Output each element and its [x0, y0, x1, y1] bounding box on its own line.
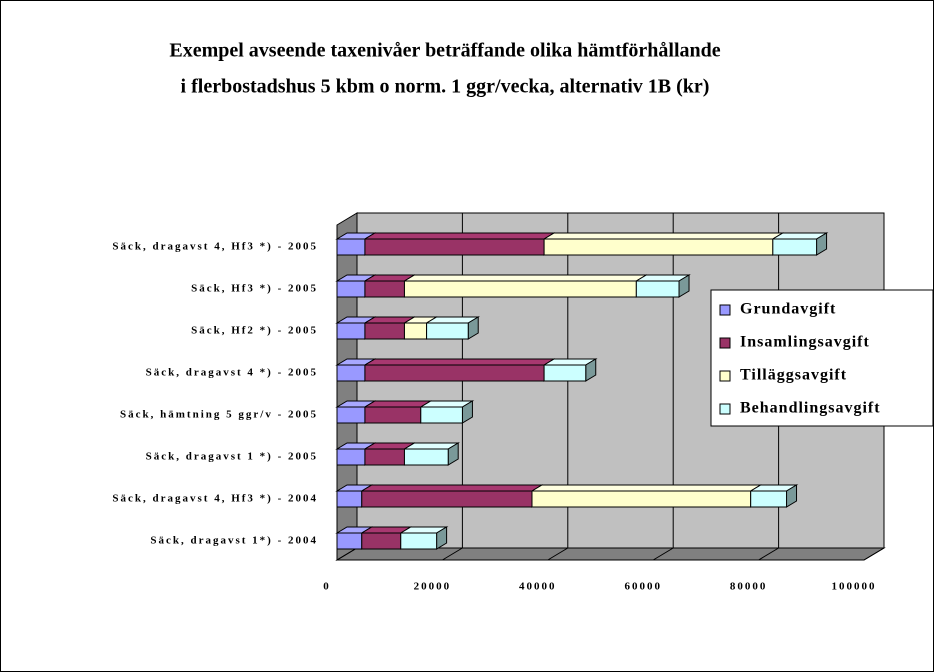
bar: [336, 238, 366, 256]
x-tick-label: 80000: [730, 581, 768, 593]
legend-label: Insamlingsavgift: [740, 334, 870, 351]
legend-swatch: [719, 403, 731, 415]
legend-swatch: [719, 304, 731, 316]
bar-top: [363, 232, 556, 240]
x-tick-label: 0: [323, 581, 331, 593]
category-label: Säck, dragavst 1 *) - 2005: [146, 451, 318, 463]
bar: [336, 490, 363, 508]
category-label: Säck, Hf2 *) - 2005: [191, 325, 318, 337]
floor-grid-line: [863, 547, 885, 561]
bar: [336, 280, 366, 298]
bar: [403, 280, 637, 298]
bar: [336, 532, 363, 550]
legend-label: Behandlingsavgift: [740, 400, 881, 417]
legend-swatch: [719, 370, 731, 382]
floor-grid-line: [758, 547, 779, 561]
floor: [335, 547, 886, 561]
bar: [364, 280, 405, 298]
bar: [531, 490, 752, 508]
floor-grid-line: [442, 547, 463, 561]
bar: [361, 532, 402, 550]
bar: [750, 490, 788, 508]
bar: [364, 406, 422, 424]
bar-top: [530, 484, 763, 492]
category-label: Säck, dragavst 4 *) - 2005: [146, 367, 318, 379]
side-wall: [336, 212, 358, 561]
x-tick-label: 20000: [414, 581, 452, 593]
bar: [364, 448, 405, 466]
floor-grid-line: [547, 547, 569, 561]
legend: [710, 289, 934, 427]
x-tick-label: 100000: [832, 581, 877, 593]
bar: [336, 448, 366, 466]
category-label: Säck, Hf3 *) - 2005: [191, 283, 318, 295]
bar: [543, 364, 587, 382]
bar: [336, 406, 366, 424]
bar-top: [363, 358, 556, 366]
category-label: Säck, dragavst 4, Hf3 *) - 2004: [112, 493, 318, 505]
chart-title: Exempel avseende taxenivåer beträffande …: [169, 40, 720, 62]
bar: [364, 322, 405, 340]
bar: [635, 280, 680, 298]
bar: [426, 322, 469, 340]
bar: [772, 238, 818, 256]
chart-title: i flerbostadshus 5 kbm o norm. 1 ggr/vec…: [181, 76, 710, 98]
bar: [336, 364, 366, 382]
bar: [336, 322, 366, 340]
category-label: Säck, dragavst 1*) - 2004: [150, 535, 318, 547]
x-tick-label: 60000: [624, 581, 662, 593]
bar: [361, 490, 533, 508]
bar: [364, 238, 545, 256]
legend-swatch: [719, 337, 731, 349]
floor-grid-line: [652, 547, 674, 561]
bar: [403, 322, 428, 340]
bar: [543, 238, 774, 256]
bar-top: [402, 274, 649, 282]
x-tick-label: 40000: [519, 581, 557, 593]
category-label: Säck, dragavst 4, Hf3 *) - 2005: [112, 241, 318, 253]
floor-grid-line: [336, 547, 358, 561]
bar: [420, 406, 463, 424]
bar-top: [359, 484, 544, 492]
bar-top: [542, 232, 785, 240]
legend-label: Tilläggsavgift: [740, 367, 847, 384]
legend-label: Grundavgift: [740, 301, 836, 318]
bar: [364, 364, 545, 382]
bar: [400, 532, 438, 550]
bar: [403, 448, 449, 466]
category-label: Säck, hämtning 5 ggr/v - 2005: [120, 409, 318, 421]
bar-top: [363, 400, 433, 408]
